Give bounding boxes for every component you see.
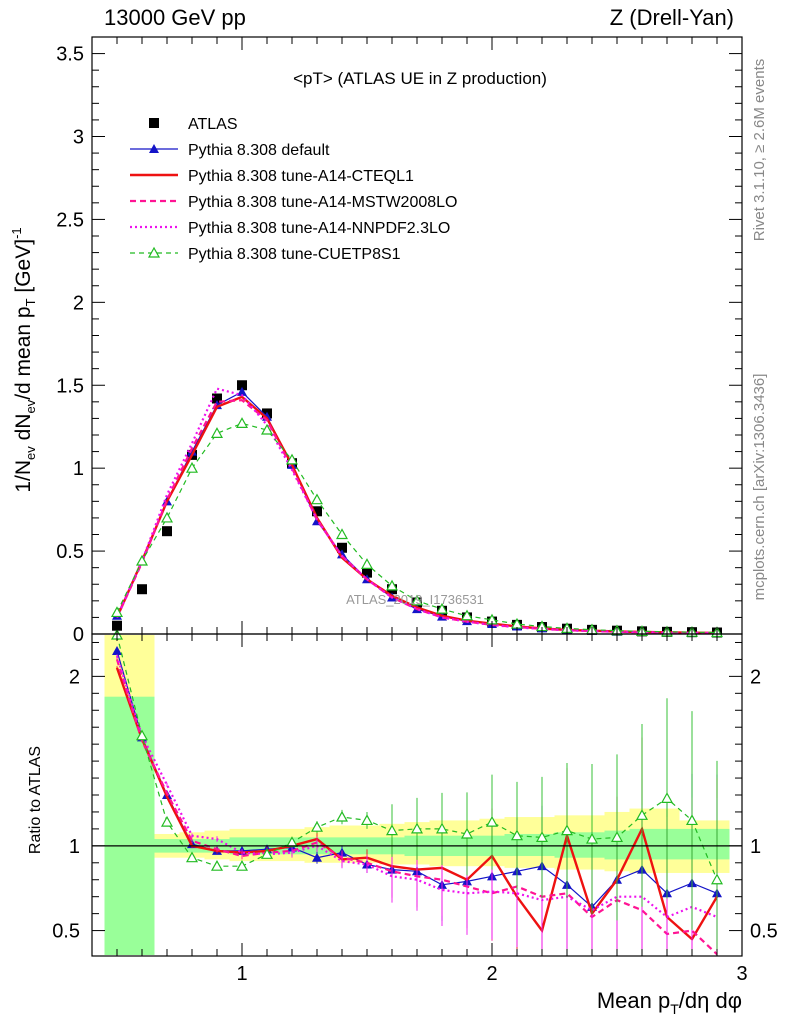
- x-tick-label: 2: [486, 963, 497, 985]
- y-tick-label: 1.5: [56, 375, 84, 397]
- ratio-point-cuetp8s1: [585, 832, 599, 844]
- atlas-data-point: [337, 542, 347, 553]
- series-point-cuetp8s1: [410, 594, 424, 606]
- legend-marker-atlas: [149, 118, 159, 128]
- ratio-y-tick-label-right: 1: [750, 836, 761, 858]
- atlas-data-point: [162, 526, 172, 537]
- atlas-data-point: [312, 506, 322, 517]
- ratio-point-cuetp8s1: [285, 836, 299, 848]
- legend-label-mstw: Pythia 8.308 tune-A14-MSTW2008LO: [188, 194, 457, 211]
- ratio-y-tick-label: 1: [69, 836, 80, 858]
- series-point-cuetp8s1: [385, 579, 399, 591]
- series-point-cuetp8s1: [235, 417, 249, 428]
- atlas-data-point: [137, 584, 147, 595]
- ratio-point-cuetp8s1: [435, 822, 449, 834]
- ratio-point-cuetp8s1: [385, 824, 399, 836]
- series-point-cuetp8s1: [110, 606, 124, 618]
- ratio-point-cuetp8s1: [510, 829, 524, 841]
- ratio-point-cuetp8s1: [360, 814, 374, 826]
- ratio-point-cuetp8s1: [335, 810, 349, 822]
- ratio-point-cuetp8s1: [560, 824, 574, 836]
- x-tick-label: 1: [236, 963, 247, 985]
- atlas-data-point: [212, 393, 222, 404]
- series-point-cuetp8s1: [335, 528, 349, 540]
- ratio-line-nnpdf: [115, 655, 718, 919]
- ratio-point-cuetp8s1: [635, 809, 649, 820]
- ratio-point-cuetp8s1: [710, 873, 724, 885]
- ratio-point-cuetp8s1: [135, 729, 149, 741]
- main-y-axis-label: 1/Nev dNev/d mean pT [GeV]-1: [9, 227, 38, 492]
- atlas-data-point: [237, 380, 247, 391]
- ratio-point-cuetp8s1: [410, 822, 424, 834]
- series-point-default: [187, 446, 197, 456]
- ratio-y-tick-label: 0.5: [52, 921, 80, 943]
- rivet-text: Rivet 3.1.10, ≥ 2.6M events: [751, 59, 768, 242]
- legend-marker-cuetp8s1: [147, 246, 161, 258]
- legend-label-cteql1: Pythia 8.308 tune-A14-CTEQL1: [188, 168, 414, 185]
- series-point-cuetp8s1: [160, 511, 174, 523]
- series-point-cuetp8s1: [285, 453, 299, 465]
- legend: ATLAS Pythia 8.308 default Pythia 8.308 tu…: [130, 116, 457, 263]
- atlas-data-point: [112, 620, 122, 631]
- ratio-point-cuetp8s1: [535, 831, 549, 842]
- series-point-default: [237, 386, 247, 396]
- legend-marker-default: [149, 144, 159, 153]
- process-label: Z (Drell-Yan): [609, 5, 734, 30]
- ratio-y-tick-label-right: 0.5: [750, 921, 778, 943]
- series-point-default: [337, 549, 347, 559]
- y-tick-label: 3: [73, 127, 84, 149]
- atlas-data-point: [362, 567, 372, 578]
- ratio-point-cuetp8s1: [185, 851, 199, 863]
- y-tick-label: 0: [73, 624, 84, 646]
- y-tick-label: 2: [73, 292, 84, 314]
- y-tick-label: 1: [73, 458, 84, 480]
- ratio-point-cuetp8s1: [160, 815, 174, 827]
- x-tick-label: 3: [736, 963, 747, 985]
- ratio-point-cuetp8s1: [310, 820, 324, 832]
- ratio-point-cuetp8s1: [485, 815, 499, 827]
- ratio-point-default: [112, 645, 122, 655]
- legend-label-default: Pythia 8.308 default: [188, 142, 330, 159]
- series-point-cuetp8s1: [460, 609, 474, 621]
- series-point-cuetp8s1: [435, 602, 449, 614]
- y-tick-label: 3.5: [56, 44, 84, 66]
- ratio-point-cuetp8s1: [685, 814, 699, 826]
- y-tick-label: 2.5: [56, 209, 84, 231]
- series-point-cuetp8s1: [135, 554, 149, 566]
- ratio-band-inner: [104, 696, 130, 955]
- x-axis-label: Mean pT/dη dφ: [597, 988, 742, 1017]
- legend-label-atlas: ATLAS: [188, 116, 238, 133]
- ratio-plot-series: [110, 628, 724, 956]
- series-point-cuetp8s1: [310, 493, 324, 505]
- series-point-cuetp8s1: [260, 423, 274, 435]
- beam-energy-label: 13000 GeV pp: [104, 5, 246, 30]
- watermark: ATLAS_2019_I1736531: [346, 592, 484, 607]
- ratio-point-cuetp8s1: [260, 848, 274, 859]
- series-point-cuetp8s1: [210, 427, 224, 438]
- ratio-y-axis-label: Ratio to ATLAS: [27, 746, 44, 854]
- ratio-point-default: [312, 852, 322, 862]
- ratio-y-tick-label: 2: [69, 666, 80, 688]
- ratio-point-cuetp8s1: [210, 859, 224, 871]
- ratio-point-cuetp8s1: [235, 859, 249, 871]
- ratio-y-tick-label-right: 2: [750, 666, 761, 688]
- legend-label-nnpdf: Pythia 8.308 tune-A14-NNPDF2.3LO: [188, 220, 450, 237]
- ratio-point-cuetp8s1: [460, 827, 474, 839]
- series-point-cuetp8s1: [185, 461, 199, 473]
- axis-ticks: 00.511.522.533.51 2 30.5 0.51 12 2: [52, 37, 778, 985]
- ratio-point-cuetp8s1: [610, 831, 624, 842]
- legend-label-cuetp8s1: Pythia 8.308 tune-CUETP8S1: [188, 246, 401, 263]
- main-plot-title: <pT> (ATLAS UE in Z production): [293, 69, 547, 88]
- series-point-cuetp8s1: [360, 558, 374, 569]
- mcplots-text: mcplots.cern.ch [arXiv:1306.3436]: [751, 374, 768, 601]
- ratio-point-cuetp8s1: [660, 792, 674, 803]
- y-tick-label: 0.5: [56, 541, 84, 563]
